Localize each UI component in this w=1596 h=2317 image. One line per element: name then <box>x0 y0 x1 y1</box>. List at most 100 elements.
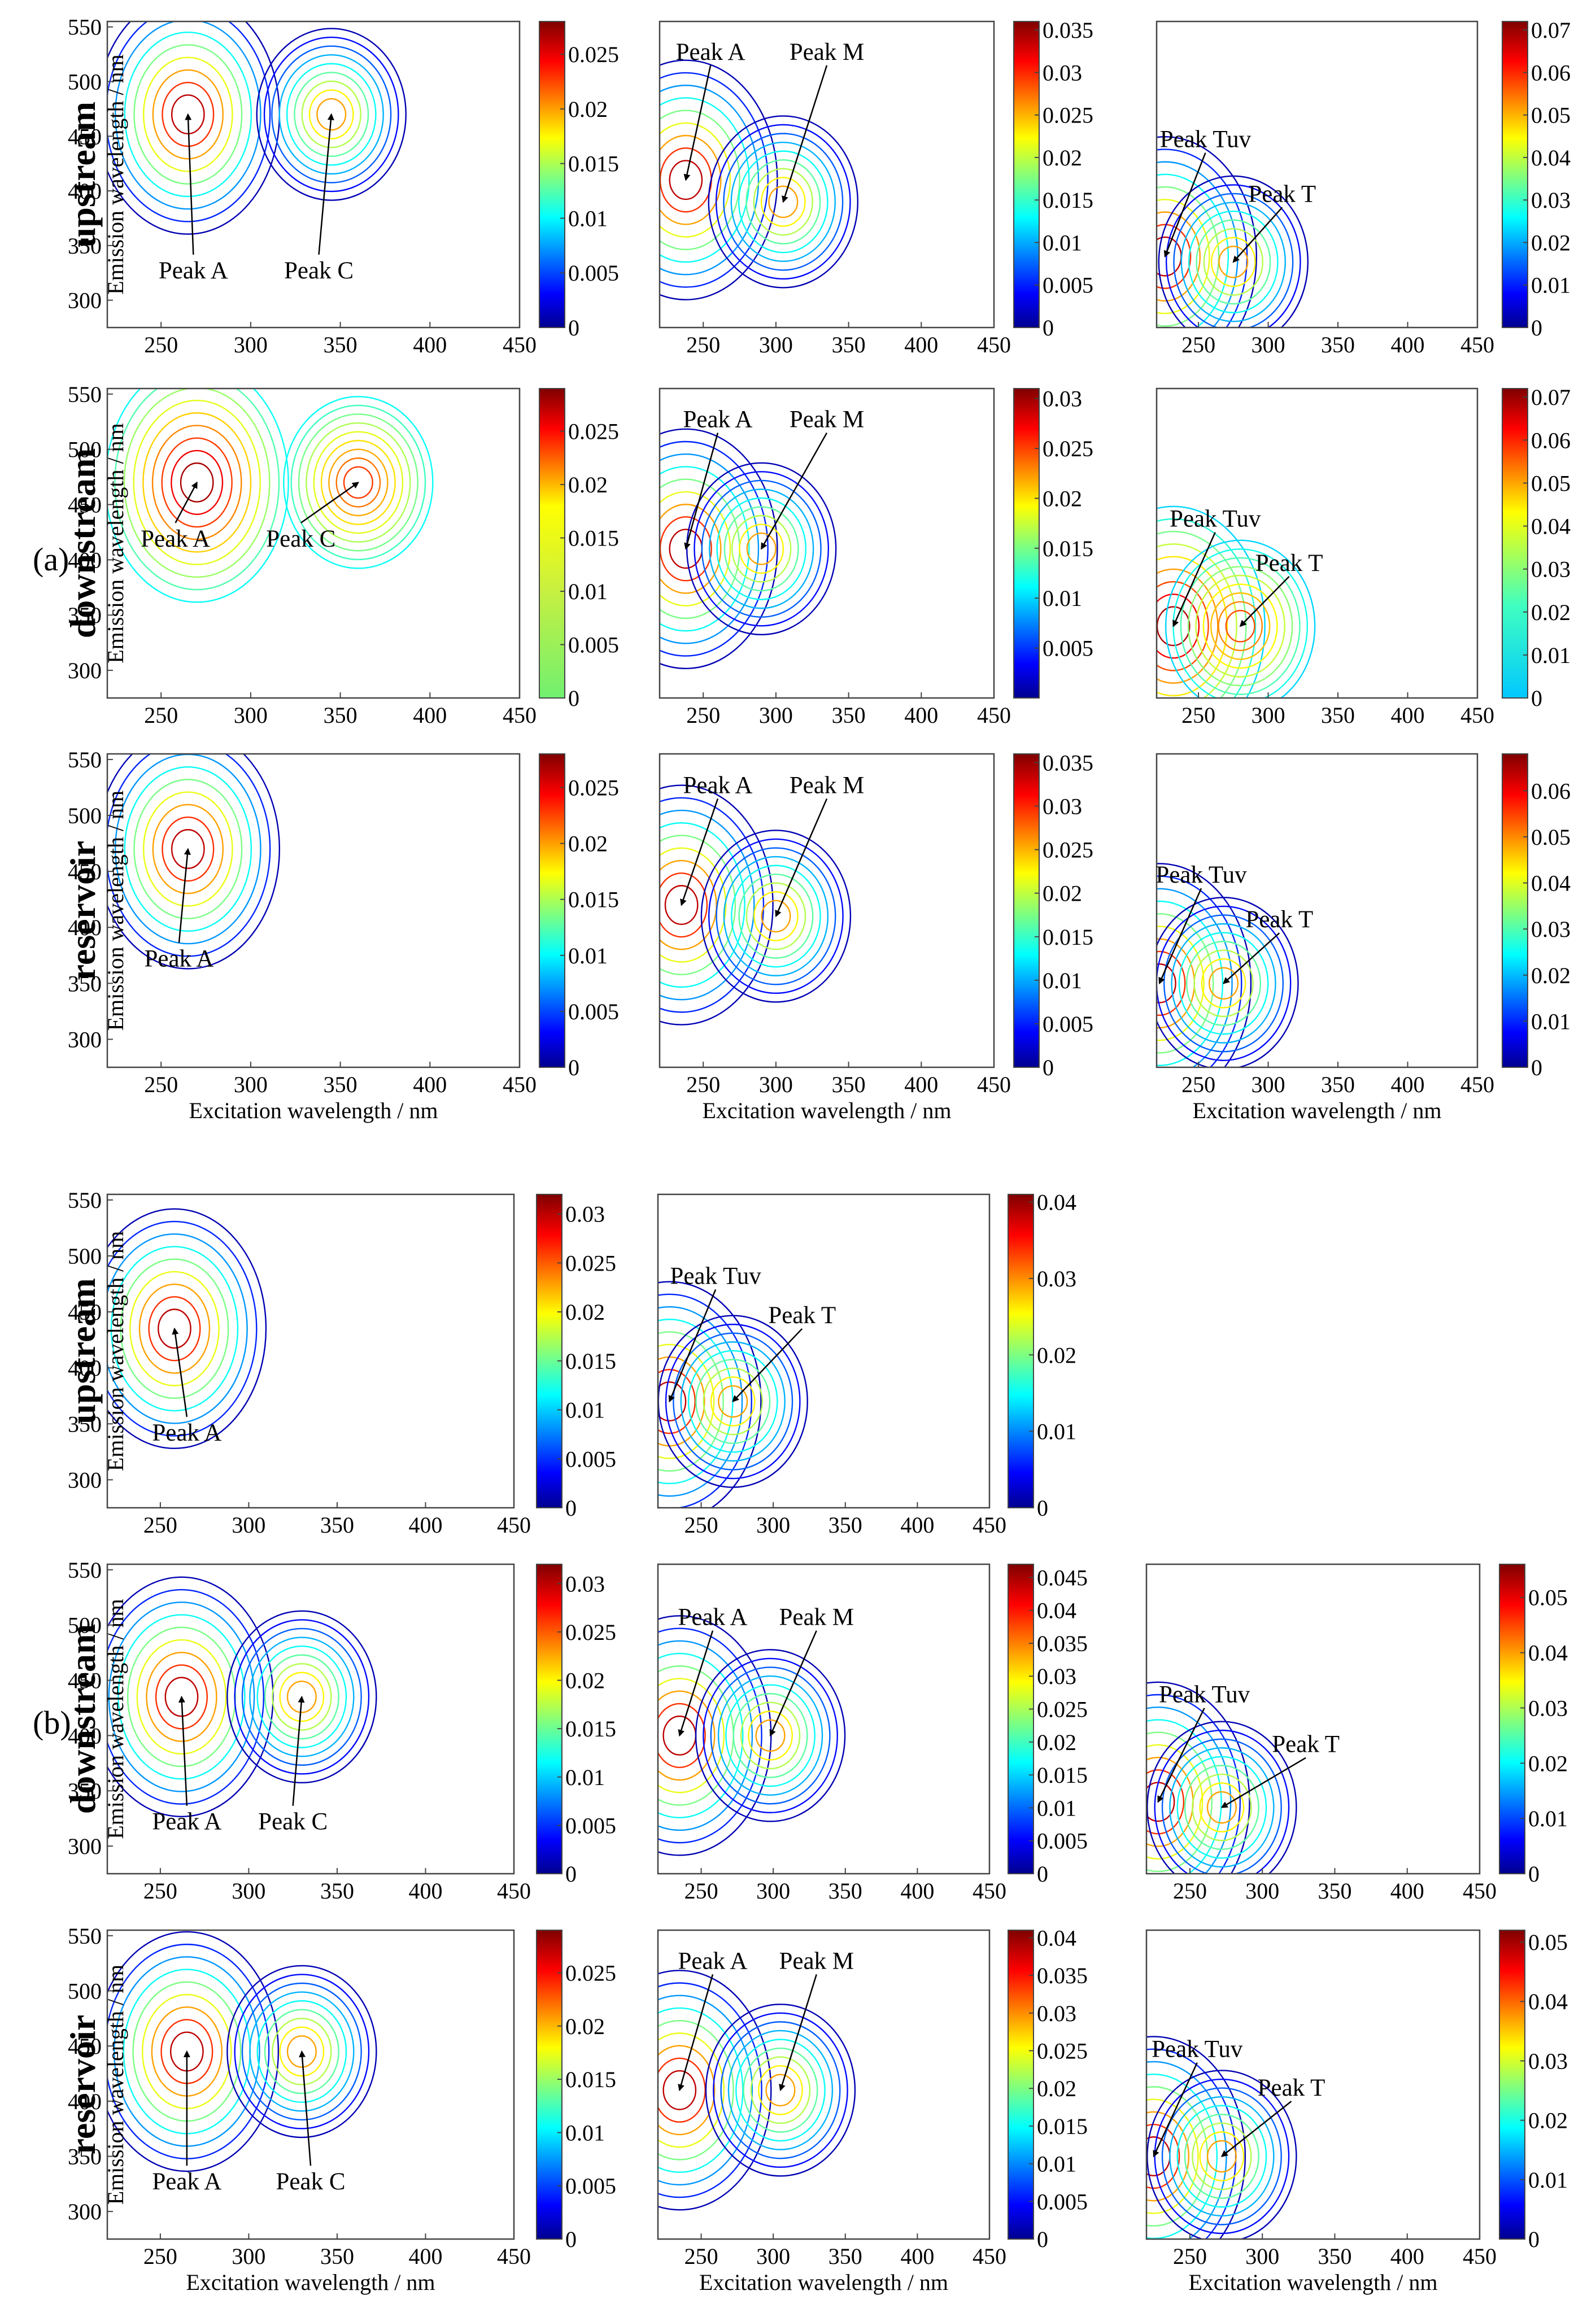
y-tick-label: 300 <box>68 1834 102 1859</box>
y-tick-label: 500 <box>68 69 102 94</box>
contour-ring <box>660 122 731 238</box>
contour-ring <box>1203 228 1264 296</box>
contour-lines <box>1146 2036 1297 2239</box>
contour-ring <box>660 72 769 288</box>
colorbar-tick-label: 0 <box>1531 686 1542 711</box>
x-tick-label: 300 <box>1251 702 1285 728</box>
contour-ring <box>1146 2070 1297 2239</box>
contour-ring <box>286 1681 317 1713</box>
panel-2: 250 300 350 400 450 0 0.01 0.02 0.03 0.04 0.05 0.06… <box>1155 18 1571 357</box>
contour-ring <box>658 1640 753 1831</box>
colorbar-tick-label: 0 <box>1037 2227 1048 2252</box>
y-tick-label: 500 <box>68 803 102 828</box>
colorbar-tick-label: 0.02 <box>1043 486 1082 511</box>
colorbar-tick-label: 0.03 <box>1528 1695 1568 1721</box>
colorbar <box>1499 1930 1525 2240</box>
y-tick-label: 500 <box>68 437 102 462</box>
contour-ring <box>694 471 830 627</box>
colorbar <box>1008 1194 1034 1508</box>
contour-ring <box>1146 1744 1203 1860</box>
panel-1: 250 300 350 400 450 0 0.005 0.01 0.015 0.02 0.025 0… <box>659 18 1093 357</box>
contour-ring <box>279 2026 325 2077</box>
peak-arrow <box>1153 2062 1198 2158</box>
colorbar-tick-label: 0.025 <box>1043 436 1093 461</box>
contour-ring <box>660 428 778 669</box>
contour-ring <box>660 466 750 632</box>
panel-10: 250 300 350 400 450 0 0.01 0.02 0.03 0.04 Peak Tuv… <box>657 1190 1076 1538</box>
colorbar-tick-label: 0.025 <box>1043 837 1093 863</box>
contour-ring <box>171 94 205 134</box>
y-tick-label: 350 <box>68 233 102 259</box>
contour-ring <box>1157 875 1242 1067</box>
contour-ring <box>1199 2131 1245 2181</box>
y-tick-label: 300 <box>68 658 102 683</box>
y-tick-label: 300 <box>68 2199 102 2224</box>
peak-label: Peak A <box>678 1604 747 1631</box>
peak-arrow <box>684 433 719 550</box>
contour-ring <box>107 1233 248 1424</box>
contour-ring <box>234 1619 370 1775</box>
y-tick-label: 450 <box>68 1299 102 1325</box>
x-tick-label: 350 <box>1321 1072 1355 1097</box>
contour-ring <box>108 1602 255 1792</box>
peak-arrow <box>172 1327 188 1417</box>
x-tick-label: 400 <box>1391 702 1425 728</box>
colorbar-tick-label: 0.01 <box>565 1765 605 1790</box>
contour-ring <box>660 784 774 1026</box>
contour-lines <box>107 389 434 603</box>
contour-ring <box>1192 2122 1252 2191</box>
contour-ring <box>660 503 722 594</box>
colorbar-tick-label: 0.02 <box>1037 1342 1076 1368</box>
peak-arrow <box>318 113 334 255</box>
x-tick-label: 450 <box>977 1072 1011 1097</box>
contour-ring <box>171 829 205 869</box>
contour-ring <box>1157 950 1186 1016</box>
x-tick-label: 300 <box>232 1512 265 1538</box>
contour-ring <box>151 425 242 540</box>
contour-ring <box>716 847 836 985</box>
colorbar-tick-label: 0.025 <box>1037 1697 1088 1722</box>
colorbar-tick-label: 0.005 <box>1037 1829 1088 1854</box>
plot-frame <box>659 753 995 1068</box>
colorbar-tick-label: 0.02 <box>565 1299 605 1325</box>
y-tick-label: 300 <box>68 1027 102 1052</box>
colorbar <box>1502 388 1528 699</box>
contour-ring <box>748 1711 793 1761</box>
x-tick-label: 350 <box>1318 1878 1351 1904</box>
colorbar-tick-label: 0.03 <box>565 1571 605 1596</box>
contour-ring <box>660 491 731 606</box>
plot-frame <box>657 1193 991 1509</box>
colorbar-tick-label: 0.035 <box>1043 750 1093 775</box>
plot-frame <box>106 1929 515 2240</box>
contour-ring <box>658 1369 696 1434</box>
peak-label: Peak A <box>678 1948 747 1974</box>
x-tick-label: 350 <box>1321 702 1355 728</box>
contour-ring <box>1201 958 1246 1009</box>
contour-ring <box>290 404 426 561</box>
panel-8: 250 300 350 400 450 Excitation wavelength / n… <box>1155 753 1571 1123</box>
contour-ring <box>1157 211 1201 302</box>
contour-ring <box>142 56 233 172</box>
colorbar-tick-label: 0.04 <box>1037 1598 1076 1624</box>
colorbar-tick-label: 0.07 <box>1531 385 1571 410</box>
contour-ring <box>708 838 844 994</box>
contour-ring <box>720 2021 841 2159</box>
colorbar-tick-label: 0.015 <box>568 887 619 913</box>
panel-5: 250 300 350 400 450 0 0.01 0.02 0.03 0.04 0.05 0.06… <box>1155 385 1571 728</box>
contour-ring <box>730 141 836 262</box>
colorbar-tick-label: 0 <box>1043 1055 1054 1080</box>
colorbar-tick-label: 0.025 <box>568 775 619 800</box>
contour-ring <box>758 2065 803 2115</box>
colorbar-tick-label: 0.05 <box>1531 824 1571 850</box>
peak-label: Peak M <box>790 772 865 798</box>
x-tick-label: 350 <box>1318 2244 1351 2269</box>
contour-ring <box>658 1995 753 2185</box>
contour-ring <box>343 466 373 499</box>
contour-ring <box>107 1589 264 1805</box>
colorbar-tick-label: 0.04 <box>1531 514 1571 539</box>
colorbar-tick-label: 0.02 <box>1528 1751 1568 1776</box>
contour-ring <box>272 1663 332 1731</box>
contour-ring <box>1169 1747 1275 1868</box>
plot-frame <box>657 1563 991 1875</box>
